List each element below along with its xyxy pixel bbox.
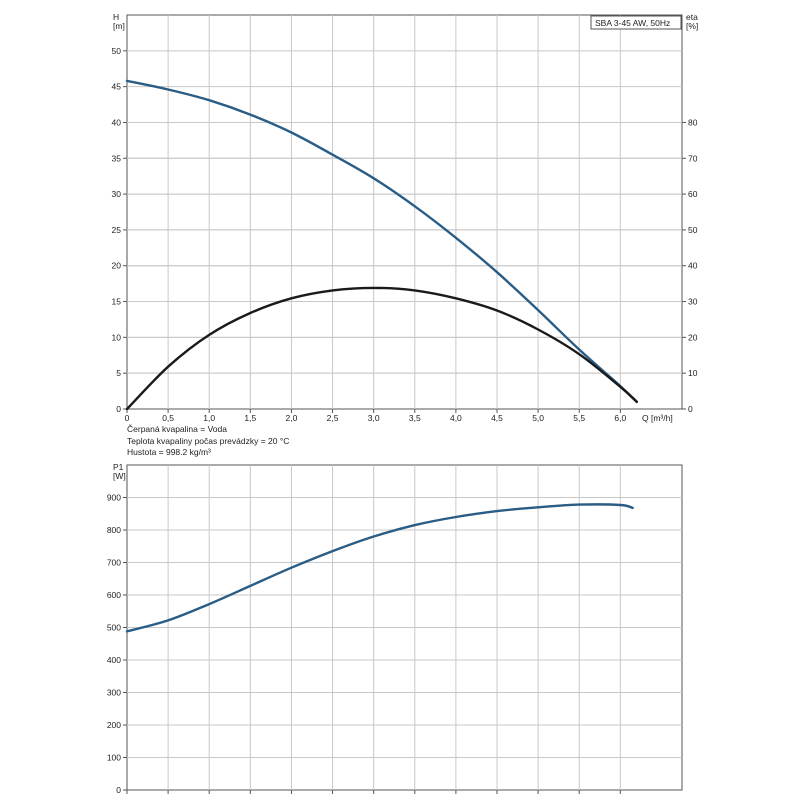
y2-axis-label: eta [%] [686,12,698,31]
plot-frame-1 [126,14,683,410]
x-tick-label: 3,5 [409,413,421,423]
y-tick-label: 300 [107,688,121,698]
fluid-info: Čerpaná kvapalina = Voda Teplota kvapali… [127,424,289,459]
y-tick-label: 900 [107,493,121,503]
x-tick-label: 2,0 [286,413,298,423]
y-tick-label: 35 [112,153,122,163]
y-tick-label: 700 [107,558,121,568]
y-tick-label: 15 [112,297,122,307]
y-tick-label: 30 [112,189,122,199]
y-tick-label: 20 [112,261,122,271]
y-tick-label: 200 [107,720,121,730]
y-tick-label: 5 [116,368,121,378]
x-tick-label: 1,5 [244,413,256,423]
y-tick-label: 45 [112,82,122,92]
y-tick-label: 100 [107,753,121,763]
x-axis-label: Q [m³/h] [642,413,673,423]
chart-panel-2 [123,464,683,794]
y-tick-label: 25 [112,225,122,235]
y2-tick-label: 60 [688,189,698,199]
y2-tick-label: 30 [688,297,698,307]
y-tick-label: 50 [112,46,122,56]
chart-title-box [590,15,682,30]
y2-tick-label: 10 [688,368,698,378]
x-tick-label: 4,5 [491,413,503,423]
y-tick-label: 600 [107,590,121,600]
x-tick-label: 0 [125,413,130,423]
series-line-1-1 [125,79,638,403]
y2-tick-label: 20 [688,332,698,342]
fluid-info-density: Hustota = 998.2 kg/m³ [127,447,211,457]
x-tick-label: 2,5 [327,413,339,423]
y-tick-label: 400 [107,655,121,665]
x-tick-label: 4,0 [450,413,462,423]
y-tick-label: 10 [112,332,122,342]
y-tick-label: 0 [116,404,121,414]
chart-title: SBA 3-45 AW, 50Hz [595,18,670,28]
x-tick-label: 3,0 [368,413,380,423]
y2-tick-label: 80 [688,117,698,127]
series-line-1-2 [125,286,638,411]
chart-panel-1 [123,14,686,413]
y-tick-label: 0 [116,785,121,795]
x-tick-label: 5,0 [532,413,544,423]
y-tick-label: 40 [112,117,122,127]
x-tick-label: 5,5 [573,413,585,423]
fluid-info-temperature: Teplota kvapaliny počas prevádzky = 20 °… [127,435,290,446]
x-tick-label: 1,0 [203,413,215,423]
y2-tick-label: 40 [688,261,698,271]
x-tick-label: 6,0 [614,413,626,423]
y2-tick-label: 0 [688,404,693,414]
y2-tick-label: 50 [688,225,698,235]
y-tick-label: 800 [107,525,121,535]
y-tick-label: 500 [107,623,121,633]
y2-tick-label: 70 [688,153,698,163]
y-axis-label: P1 [W] [113,462,126,481]
x-tick-label: 0,5 [162,413,174,423]
series-line-2-1 [125,503,634,633]
y-axis-label: H [m] [113,12,125,31]
fluid-info-liquid: Čerpaná kvapalina = Voda [127,424,227,434]
